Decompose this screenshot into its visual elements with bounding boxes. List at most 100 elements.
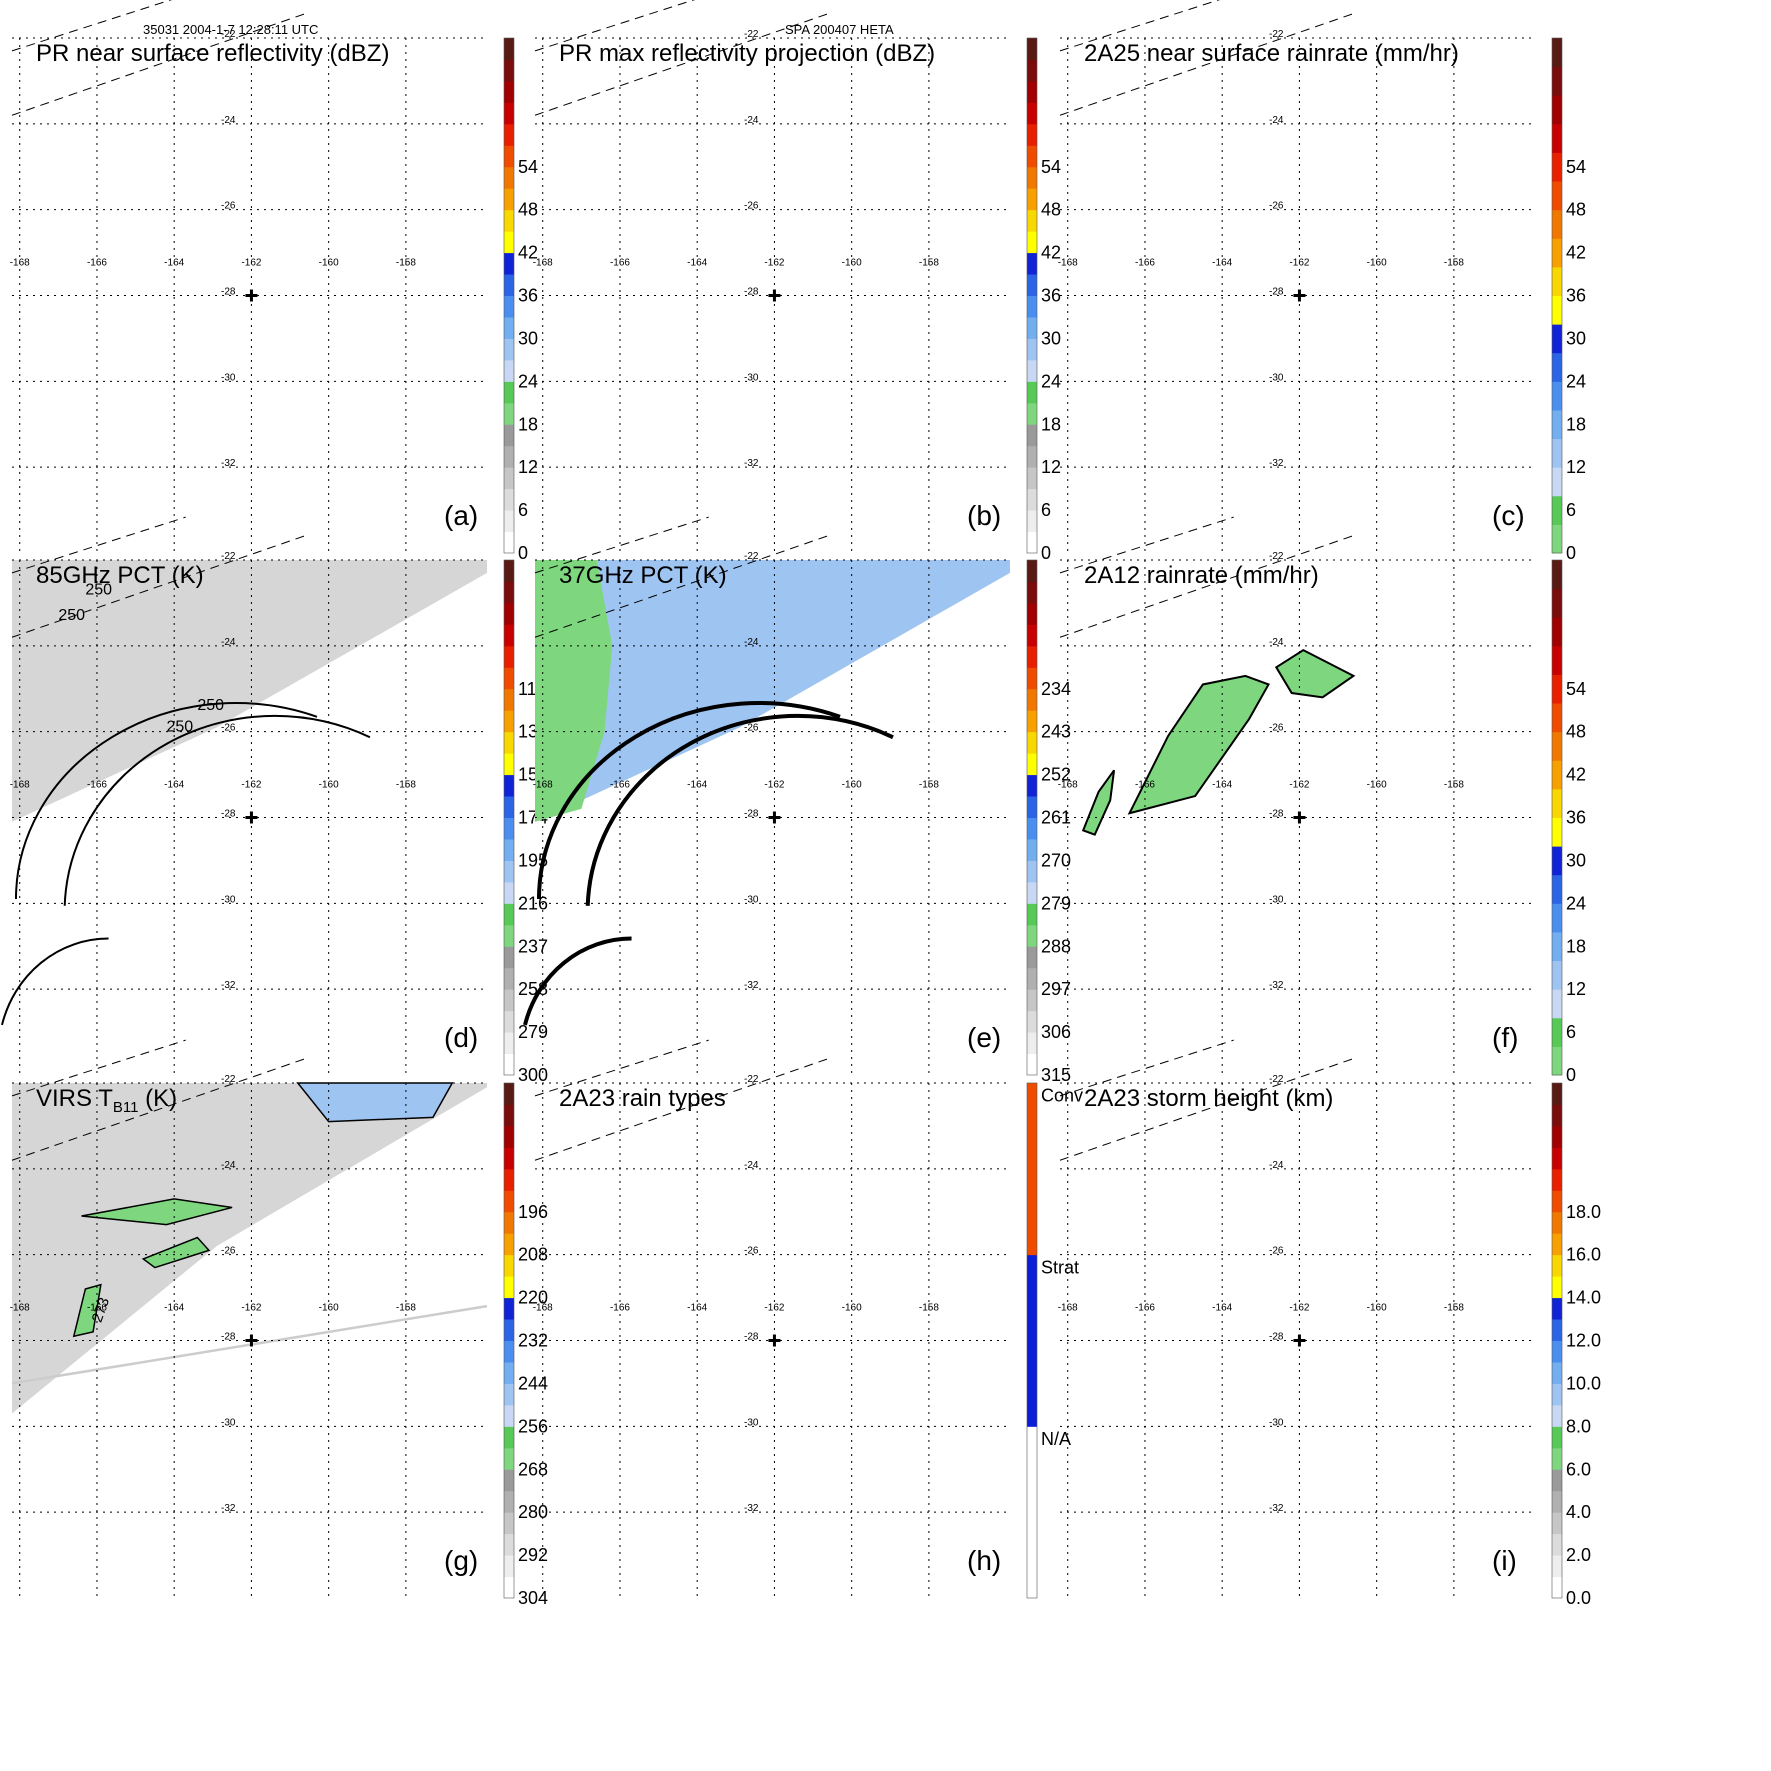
colorbar-segment — [1552, 817, 1562, 847]
colorbar-segment — [1027, 924, 1037, 947]
panel-e: -168 -166 -164 -162 -160 -158 -22 -24 -26 -28 -30 -… — [523, 516, 1071, 1085]
colorbar-segment — [1552, 152, 1562, 182]
lon-tick-label: -162 — [764, 257, 784, 268]
colorbar-tick-label: 48 — [518, 200, 538, 220]
colorbar-tick-label: 268 — [518, 1459, 548, 1479]
lat-tick-label: -22 — [221, 551, 236, 562]
colorbar-tick-label: 30 — [1041, 328, 1061, 348]
lat-tick-label: -26 — [221, 723, 236, 734]
lat-tick-label: -24 — [1269, 1160, 1284, 1171]
lat-tick-label: -24 — [1269, 115, 1284, 126]
colorbar-tick-label: 232 — [518, 1331, 548, 1351]
colorbar-b: 0 6 12 18 24 30 36 42 48 54 — [1026, 37, 1061, 563]
lat-tick-label: -26 — [221, 201, 236, 212]
lat-tick-label: -30 — [1269, 894, 1284, 905]
colorbar-segment — [1027, 881, 1037, 904]
colorbar-segment — [1552, 1555, 1562, 1578]
colorbar-segment — [1552, 495, 1562, 525]
lat-tick-label: -22 — [1269, 551, 1284, 562]
colorbar-tick-label: 12.0 — [1566, 1331, 1601, 1351]
colorbar-segment — [504, 688, 514, 711]
lon-tick-label: -158 — [396, 257, 416, 268]
colorbar-tick-label: 6.0 — [1566, 1459, 1591, 1479]
colorbar-tick-label: 30 — [518, 328, 538, 348]
colorbar-segment — [1552, 324, 1562, 354]
colorbar-segment — [504, 467, 514, 490]
colorbar-segment — [1027, 903, 1037, 926]
colorbar-segment — [1027, 338, 1037, 361]
colorbar-segment — [1027, 796, 1037, 818]
colorbar-segment — [504, 838, 514, 861]
colorbar-segment — [504, 1276, 514, 1299]
panel-b: -168 -166 -164 -162 -160 -158 -22 -24 -26 -28 -30 -… — [533, 0, 1061, 563]
colorbar-segment — [1552, 123, 1562, 153]
colorbar-segment — [1027, 710, 1037, 733]
swath-edge — [534, 516, 709, 574]
colorbar-segment — [1027, 753, 1037, 776]
colorbar-segment — [1552, 1190, 1562, 1213]
colorbar-segment — [1027, 1032, 1037, 1055]
swath-edge — [1059, 0, 1221, 52]
colorbar-segment — [1552, 409, 1562, 440]
lon-tick-label: -162 — [764, 779, 784, 790]
colorbar-segment — [1552, 38, 1562, 68]
colorbar-segment — [504, 1168, 514, 1191]
pct-contour — [585, 713, 894, 906]
colorbar-segment — [1027, 946, 1037, 969]
colorbar-segment — [1027, 80, 1037, 103]
lon-tick-label: -166 — [610, 257, 630, 268]
lon-tick-label: -164 — [1212, 779, 1232, 790]
colorbar-tick-label: 6 — [1041, 500, 1051, 520]
lat-tick-label: -26 — [1269, 723, 1284, 734]
colorbar-segment — [1552, 295, 1562, 325]
lat-tick-label: -32 — [744, 1503, 759, 1514]
lat-tick-label: -30 — [1269, 372, 1284, 383]
lat-tick-label: -22 — [221, 1074, 236, 1085]
colorbar-segment — [504, 1053, 514, 1076]
lat-tick-label: -22 — [1269, 1074, 1284, 1085]
colorbar-segment — [1552, 903, 1562, 933]
colorbar-tick-label: 279 — [518, 1022, 548, 1042]
colorbar-segment — [1552, 1046, 1562, 1076]
colorbar-segment — [504, 231, 514, 254]
colorbar-segment — [1027, 467, 1037, 490]
colorbar-tick-label: 256 — [518, 1416, 548, 1436]
rain-band — [1127, 674, 1270, 815]
swath-edge — [534, 533, 833, 638]
lon-tick-label: -164 — [164, 257, 184, 268]
colorbar-segment — [1552, 1017, 1562, 1047]
colorbar-segment — [1027, 252, 1037, 275]
contour-label: 250 — [85, 581, 112, 598]
colorbar-tick-label: 16.0 — [1566, 1245, 1601, 1265]
colorbar-segment — [504, 1010, 514, 1033]
map-b: -168 -166 -164 -162 -160 -158 -22 -24 -26 -28 -30 -… — [533, 0, 1010, 553]
colorbar-tick-label: 6 — [518, 500, 528, 520]
colorbar-segment — [1552, 1576, 1562, 1599]
lat-tick-label: -24 — [744, 1160, 759, 1171]
colorbar-segment — [504, 581, 514, 604]
colorbar-segment — [1027, 560, 1037, 582]
colorbar-frame — [1026, 37, 1038, 554]
colorbar-tick-label: 36 — [518, 286, 538, 306]
panel-label: (b) — [967, 500, 1002, 531]
colorbar-segment — [1027, 817, 1037, 840]
colorbar-segment — [1552, 1319, 1562, 1341]
colorbar-frame — [1551, 1082, 1563, 1599]
panel-label: (i) — [1492, 1545, 1517, 1576]
colorbar-tick-label: 24 — [1566, 893, 1586, 913]
lon-tick-label: -162 — [1289, 779, 1309, 790]
lon-tick-label: -158 — [1444, 1302, 1464, 1313]
lat-tick-label: -28 — [221, 287, 236, 298]
colorbar-segment — [504, 1190, 514, 1213]
lon-tick-label: -164 — [687, 257, 707, 268]
lat-tick-label: -30 — [221, 372, 236, 383]
colorbar-segment — [1027, 602, 1037, 625]
lat-tick-label: -32 — [221, 458, 236, 469]
colorbar-tick-label: 48 — [1041, 200, 1061, 220]
swath-edge — [1059, 533, 1358, 638]
colorbar-segment — [1552, 1361, 1562, 1384]
contour-label: 250 — [58, 607, 85, 624]
colorbar-segment — [1027, 38, 1037, 60]
lon-tick-label: -162 — [241, 1302, 261, 1313]
lon-tick-label: -158 — [919, 1302, 939, 1313]
